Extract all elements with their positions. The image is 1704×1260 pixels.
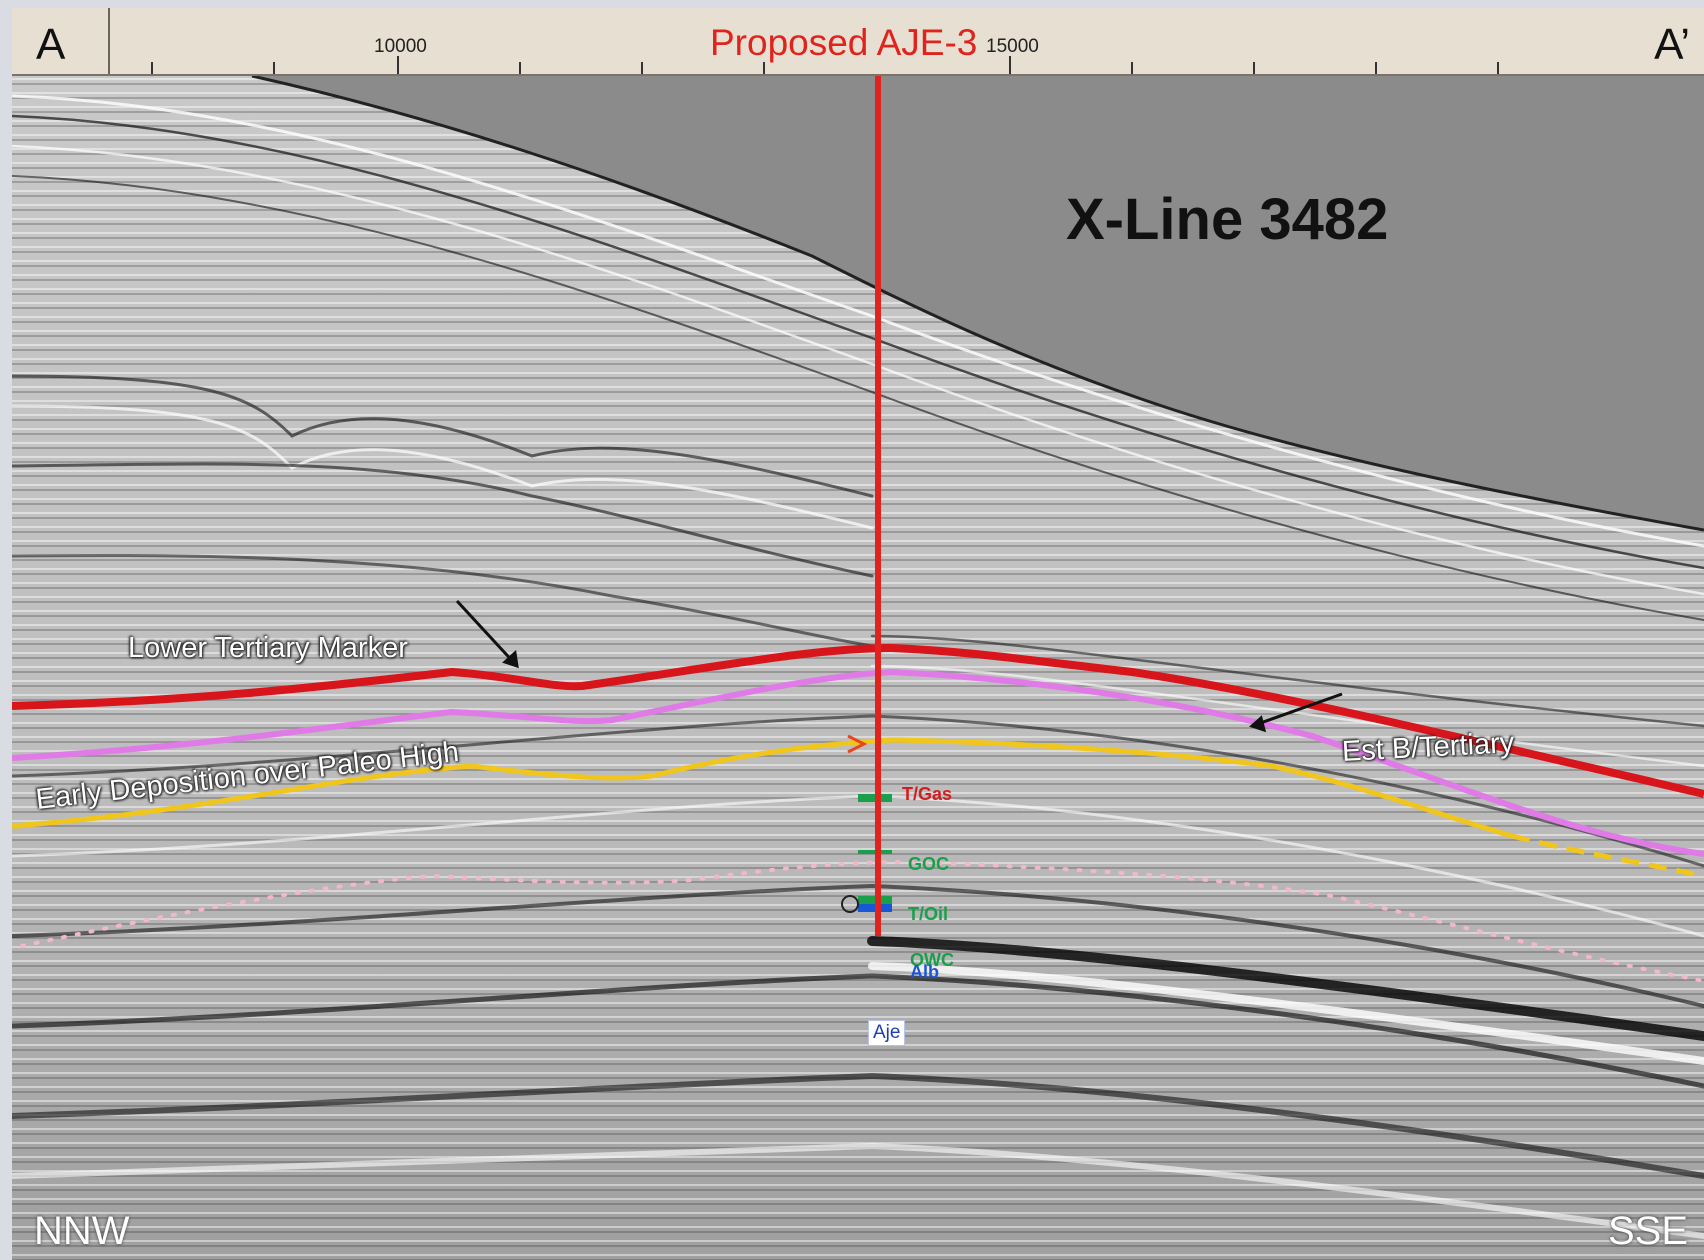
reservoir-top-horizon-dashed xyxy=(12,823,1704,879)
pick-albian: Alb xyxy=(910,962,939,982)
annotation-arrows xyxy=(455,599,1343,733)
direction-left-label: NNW xyxy=(34,1209,130,1253)
lower-tertiary-marker-label: Lower Tertiary Marker xyxy=(128,632,408,664)
shallow-reflectors xyxy=(12,94,1704,1239)
proposed-well-title: Proposed AJE-3 xyxy=(710,22,978,63)
reservoir-top-horizon xyxy=(12,737,1513,839)
pick-top-oil: T/Oil xyxy=(908,904,948,924)
seabed-water-fill xyxy=(252,76,1704,530)
pick-oil-water-contact: OWC xyxy=(910,950,954,970)
ruler-divider xyxy=(108,8,110,74)
seismic-section: X-Line 3482 Lower Tertiary Marker Est B/… xyxy=(12,76,1704,1260)
section-start-label: A xyxy=(36,20,66,69)
seismic-image xyxy=(12,76,1704,1260)
trace-ruler: A 10000 Proposed AJE-3 15000 A’ xyxy=(12,8,1704,76)
direction-right-label: SSE xyxy=(1607,1209,1688,1253)
seabed-reflector xyxy=(251,76,1704,532)
section-end-label: A’ xyxy=(1654,20,1690,69)
ruler-ticks xyxy=(151,56,1499,74)
well-tag: Aje xyxy=(868,1020,906,1046)
early-deposition-horizon xyxy=(12,668,1704,857)
pick-top-gas: T/Gas xyxy=(902,784,953,804)
ruler-tick-label: 15000 xyxy=(986,36,1039,57)
xline-title: X-Line 3482 xyxy=(1066,187,1389,252)
lower-tertiary-marker-horizon xyxy=(12,643,1704,798)
seismic-figure: A 10000 Proposed AJE-3 15000 A’ xyxy=(12,8,1704,1260)
pick-gas-oil-contact: GOC xyxy=(908,854,950,874)
ruler-tick-label: 10000 xyxy=(374,36,427,57)
